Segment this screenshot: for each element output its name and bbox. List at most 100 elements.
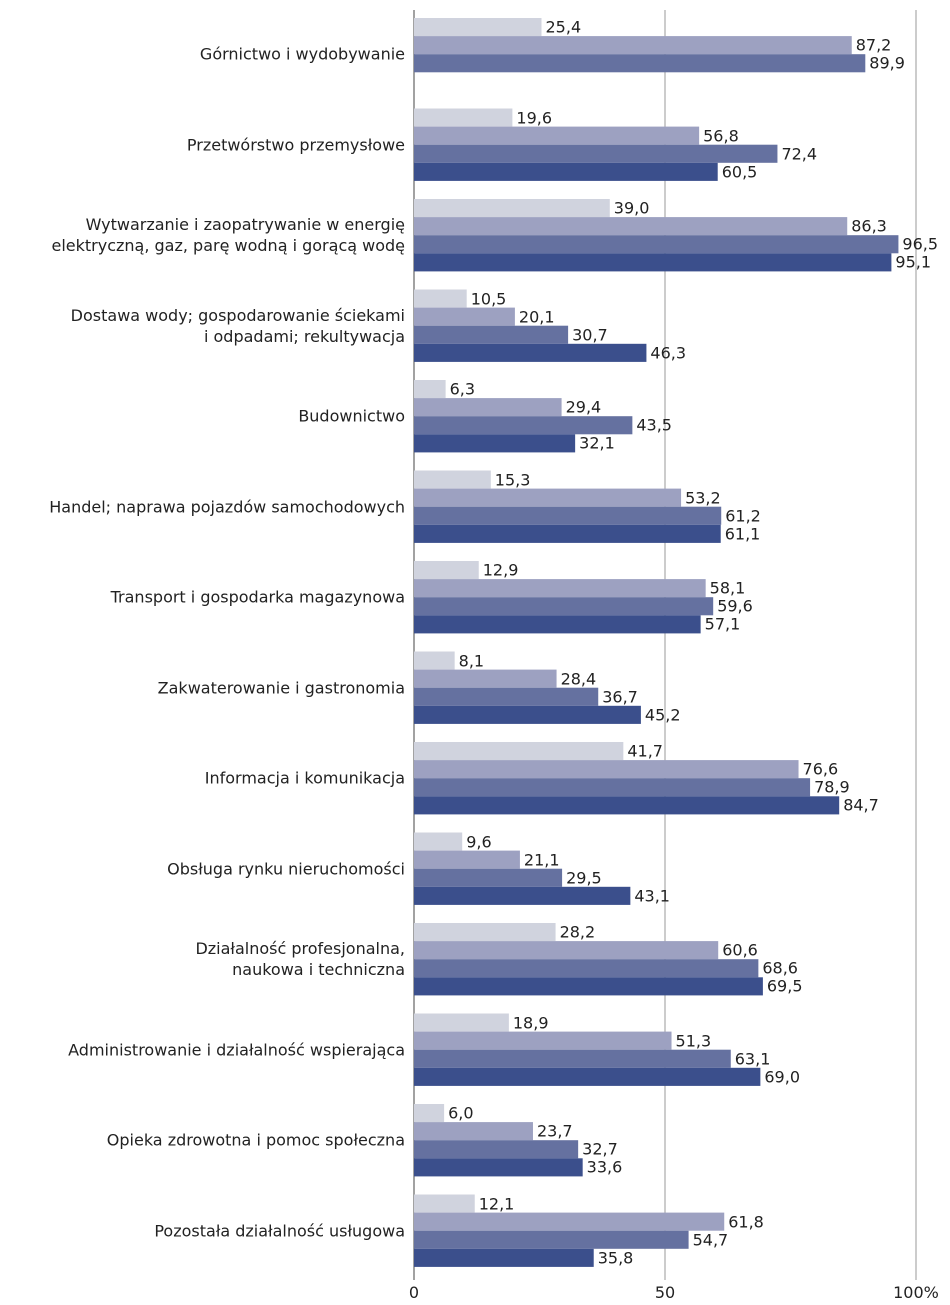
value-label: 30,7 bbox=[572, 325, 608, 345]
bar bbox=[414, 470, 491, 489]
bar bbox=[414, 1122, 533, 1141]
bar bbox=[414, 1013, 509, 1032]
category-label: Dostawa wody; gospodarowanie ściekami i … bbox=[70, 305, 405, 346]
category-label: Handel; naprawa pojazdów samochodowych bbox=[49, 497, 405, 517]
value-label: 25,4 bbox=[545, 17, 582, 37]
value-label: 20,1 bbox=[518, 307, 555, 327]
value-label: 58,1 bbox=[709, 578, 746, 598]
value-label: 18,9 bbox=[512, 1013, 549, 1033]
value-label: 33,6 bbox=[586, 1157, 623, 1177]
value-label: 78,9 bbox=[814, 777, 850, 797]
value-label: 46,3 bbox=[650, 343, 687, 363]
bar bbox=[414, 597, 714, 616]
value-label: 57,1 bbox=[704, 614, 741, 634]
bar bbox=[414, 380, 446, 399]
bar bbox=[414, 1158, 583, 1177]
bar bbox=[414, 977, 763, 996]
bar bbox=[414, 398, 562, 417]
category-label: Obsługa rynku nieruchomości bbox=[167, 859, 405, 879]
bar bbox=[414, 1248, 594, 1267]
value-label: 61,2 bbox=[725, 506, 761, 526]
value-label: 69,0 bbox=[764, 1067, 800, 1087]
bar bbox=[414, 325, 569, 344]
bar bbox=[414, 579, 706, 598]
value-label: 41,7 bbox=[627, 741, 663, 761]
bar bbox=[414, 850, 520, 869]
value-label: 53,2 bbox=[685, 488, 721, 508]
bar bbox=[414, 651, 455, 670]
x-tick-label: 50 bbox=[654, 1283, 676, 1302]
bar bbox=[414, 162, 718, 181]
bar bbox=[414, 235, 899, 254]
category-label: Przetwórstwo przemysłowe bbox=[186, 135, 405, 155]
category-label: Górnictwo i wydobywanie bbox=[199, 44, 405, 64]
category-label: Transport i gospodarka magazynowa bbox=[110, 587, 405, 607]
bar bbox=[414, 959, 759, 978]
category-label: Informacja i komunikacja bbox=[204, 768, 405, 788]
value-label: 61,8 bbox=[728, 1212, 764, 1232]
bar bbox=[414, 1049, 731, 1068]
bar bbox=[414, 1230, 689, 1249]
value-label: 39,0 bbox=[613, 198, 650, 218]
bar bbox=[414, 1194, 475, 1213]
value-label: 68,6 bbox=[762, 958, 798, 978]
bar bbox=[414, 796, 840, 815]
value-label: 51,3 bbox=[675, 1031, 712, 1051]
bar bbox=[414, 687, 599, 706]
value-label: 87,2 bbox=[855, 35, 892, 55]
bar bbox=[414, 307, 515, 326]
bar bbox=[414, 488, 682, 507]
value-label: 29,4 bbox=[565, 397, 602, 417]
category-label: Wytwarzanie i zaopatrywanie w energię el… bbox=[51, 215, 405, 256]
bar bbox=[414, 742, 624, 761]
bar bbox=[414, 434, 576, 453]
value-label: 12,9 bbox=[482, 560, 519, 580]
value-label: 15,3 bbox=[494, 470, 531, 490]
value-label: 12,1 bbox=[478, 1194, 515, 1214]
category-label: Budownictwo bbox=[298, 406, 405, 426]
value-label: 28,2 bbox=[559, 922, 596, 942]
bar bbox=[414, 506, 722, 525]
bar bbox=[414, 199, 610, 218]
bar bbox=[414, 144, 778, 163]
value-label: 6,0 bbox=[448, 1103, 474, 1123]
value-label: 61,1 bbox=[724, 524, 761, 544]
category-label: Opieka zdrowotna i pomoc społeczna bbox=[106, 1130, 405, 1150]
value-label: 19,6 bbox=[516, 108, 553, 128]
bar bbox=[414, 217, 848, 236]
value-label: 86,3 bbox=[851, 216, 887, 236]
x-tick-label: 100% bbox=[893, 1283, 939, 1302]
bar bbox=[414, 108, 513, 127]
bar bbox=[414, 253, 892, 272]
value-label: 63,1 bbox=[734, 1049, 771, 1069]
category-label: Zakwaterowanie i gastronomia bbox=[157, 678, 405, 698]
bar bbox=[414, 126, 700, 145]
value-label: 43,1 bbox=[634, 886, 670, 906]
category-label: Działalność profesjonalna, naukowa i tec… bbox=[195, 939, 405, 980]
bar bbox=[414, 760, 799, 779]
bar bbox=[414, 524, 721, 543]
value-label: 60,5 bbox=[721, 162, 758, 182]
bar bbox=[414, 1140, 579, 1159]
bar bbox=[414, 923, 556, 942]
value-label: 89,9 bbox=[869, 53, 905, 73]
value-label: 95,1 bbox=[895, 252, 932, 272]
bar bbox=[414, 1104, 445, 1123]
value-label: 69,5 bbox=[766, 976, 803, 996]
bar bbox=[414, 561, 479, 580]
value-label: 36,7 bbox=[602, 687, 638, 707]
value-label: 84,7 bbox=[843, 795, 879, 815]
bar bbox=[414, 615, 701, 634]
bar bbox=[414, 18, 542, 37]
value-label: 28,4 bbox=[560, 669, 597, 689]
value-label: 56,8 bbox=[703, 126, 739, 146]
bar bbox=[414, 868, 563, 887]
value-label: 29,5 bbox=[566, 868, 602, 888]
value-label: 32,1 bbox=[579, 433, 615, 453]
category-label: Pozostała działalność usługowa bbox=[154, 1221, 405, 1241]
bar bbox=[414, 886, 631, 905]
bar bbox=[414, 54, 866, 73]
value-label: 60,6 bbox=[722, 940, 758, 960]
